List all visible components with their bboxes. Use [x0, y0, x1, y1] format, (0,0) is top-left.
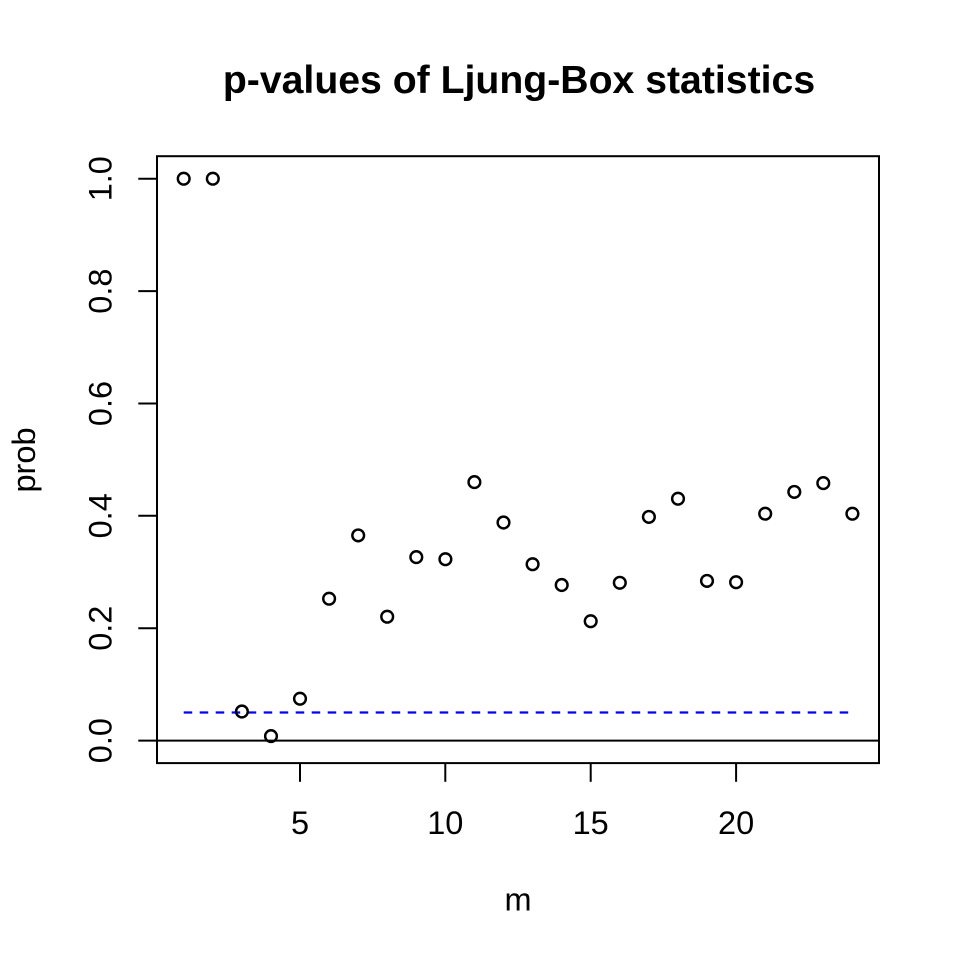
svg-text:10: 10 — [427, 805, 463, 841]
svg-text:0.4: 0.4 — [83, 493, 119, 538]
svg-text:5: 5 — [291, 805, 309, 841]
svg-text:1.0: 1.0 — [83, 156, 119, 201]
svg-text:15: 15 — [573, 805, 609, 841]
svg-text:m: m — [504, 882, 531, 918]
svg-text:0.8: 0.8 — [83, 269, 119, 314]
svg-text:20: 20 — [718, 805, 754, 841]
svg-text:0.2: 0.2 — [83, 606, 119, 651]
svg-text:0.0: 0.0 — [83, 718, 119, 763]
svg-text:0.6: 0.6 — [83, 381, 119, 426]
svg-text:prob: prob — [6, 427, 42, 492]
svg-text:p-values of Ljung-Box statisti: p-values of Ljung-Box statistics — [223, 59, 815, 102]
